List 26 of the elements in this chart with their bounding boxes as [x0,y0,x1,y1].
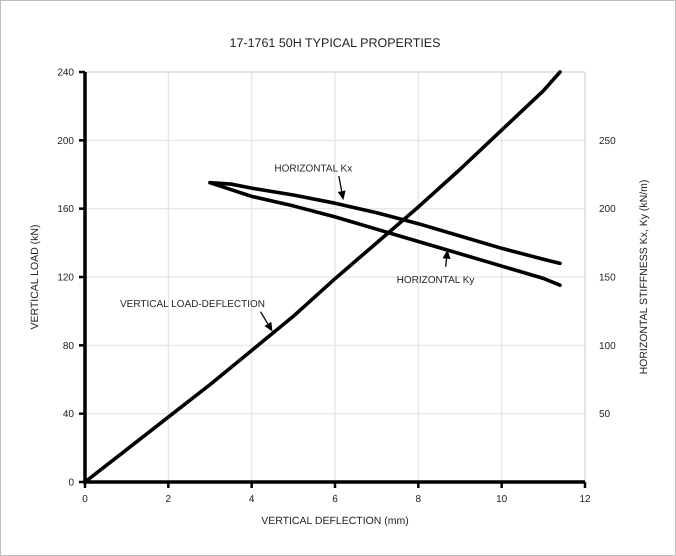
x-tick-label: 10 [496,494,508,505]
y-axis-title: VERTICAL LOAD (kN) [29,224,41,330]
y2-tick-label: 250 [599,136,616,147]
annotation: HORIZONTAL Ky [396,275,474,286]
annotation: HORIZONTAL Kx [274,164,352,175]
x-tick-label: 6 [332,494,338,505]
y-tick-label: 40 [62,409,74,420]
x-tick-label: 4 [248,494,255,505]
y-tick-label: 0 [68,478,74,488]
y2-tick-label: 50 [599,409,611,420]
x-tick-label: 8 [416,494,422,505]
annotation: VERTICAL LOAD-DEFLECTION [120,299,266,310]
x-tick-label: 0 [82,494,88,505]
x-axis-title: VERTICAL DEFLECTION (mm) [261,515,409,527]
y-tick-label: 120 [57,272,74,284]
y-tick-label: 80 [62,340,74,352]
x-tick-label: 2 [166,494,172,505]
y-tick-label: 240 [57,68,74,78]
y-tick-label: 160 [57,204,74,216]
x-tick-label: 12 [579,494,591,505]
y2-axis-title: HORIZONTAL STIFFNESS Kx, Ky (kN/m) [638,180,650,374]
y-tick-label: 200 [57,136,74,147]
y2-tick-label: 150 [599,272,616,284]
chart-title: 17-1761 50H TYPICAL PROPERTIES [230,36,440,50]
y2-tick-label: 100 [599,340,616,352]
y2-tick-label: 200 [599,204,616,216]
